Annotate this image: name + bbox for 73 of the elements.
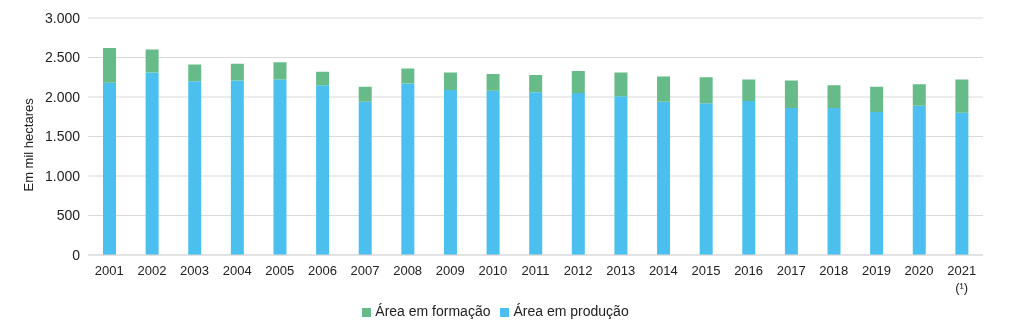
bar	[657, 101, 671, 255]
bar	[614, 96, 628, 255]
bar	[699, 103, 713, 255]
bar	[230, 80, 244, 255]
bar	[188, 81, 202, 255]
x-tick-label: 2002	[137, 263, 167, 278]
bar	[188, 64, 202, 82]
x-tick-label: 2020	[904, 263, 934, 278]
legend-label: Área em produção	[513, 303, 629, 319]
x-tick-label: 2015	[691, 263, 721, 278]
x-tick-label: 2007	[350, 263, 380, 278]
bar	[955, 112, 969, 255]
bar	[486, 74, 500, 91]
bar	[401, 68, 415, 84]
y-tick-label: 1.500	[44, 128, 81, 145]
bar	[103, 48, 116, 83]
bar	[358, 101, 372, 255]
bar	[358, 86, 372, 102]
x-tick-label: 2016	[734, 263, 764, 278]
bar	[529, 74, 543, 93]
bar	[784, 108, 798, 255]
x-tick-label: 2001	[94, 263, 124, 278]
bar	[827, 85, 841, 109]
y-tick-label: 3.000	[44, 9, 81, 26]
bar	[699, 77, 713, 104]
bar	[145, 72, 159, 255]
bar	[571, 70, 585, 94]
x-tick-label: 2013	[606, 263, 636, 278]
x-tick-label: 2018	[819, 263, 849, 278]
x-tick-label: 2003	[180, 263, 210, 278]
bar	[742, 100, 756, 255]
y-tick-label: 2.500	[44, 49, 81, 66]
bar	[401, 83, 415, 255]
y-tick-label: 1.000	[44, 167, 81, 184]
x-tick-label: 2010	[478, 263, 508, 278]
bar	[614, 72, 628, 97]
bar	[273, 62, 287, 80]
x-tick-label: 2019	[861, 263, 891, 278]
x-tick-label: 2004	[222, 263, 252, 278]
bar	[103, 82, 116, 255]
y-axis-title: Em mil hectares	[20, 97, 36, 192]
bar	[955, 79, 969, 113]
x-tick-label: 2014	[648, 263, 678, 278]
x-tick-label: 2017	[776, 263, 806, 278]
bar	[784, 80, 798, 109]
y-tick-label: 0	[72, 246, 81, 263]
legend-label: Área em formação	[375, 303, 491, 319]
bar	[742, 79, 756, 101]
x-tick-label: 2005	[265, 263, 295, 278]
bar	[571, 93, 585, 255]
bar	[657, 76, 671, 102]
bar	[443, 89, 457, 255]
x-tick-label: 2008	[393, 263, 423, 278]
bar	[870, 86, 884, 113]
x-tick-label: 2021 (¹)	[947, 263, 977, 295]
y-tick-label: 500	[56, 207, 81, 224]
y-tick-label: 2.000	[44, 88, 81, 105]
bar	[316, 85, 330, 255]
bar	[273, 79, 287, 255]
bar	[827, 108, 841, 255]
bar	[230, 63, 244, 81]
bar	[145, 49, 159, 73]
bar	[316, 71, 330, 86]
bar	[912, 84, 926, 106]
bar	[443, 72, 457, 90]
x-tick-label: 2006	[307, 263, 337, 278]
x-tick-label: 2012	[563, 263, 593, 278]
bar	[529, 92, 543, 255]
x-tick-label: 2011	[521, 263, 550, 278]
bar	[912, 105, 926, 255]
x-tick-label: 2009	[435, 263, 465, 278]
bar	[870, 112, 884, 255]
bar	[486, 90, 500, 255]
